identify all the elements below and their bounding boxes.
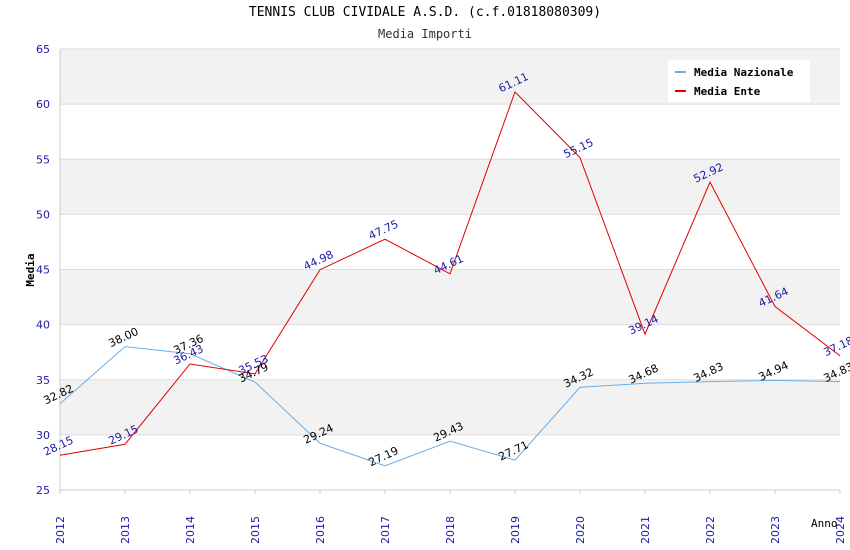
y-tick-label: 55 [36,153,50,166]
y-tick-label: 60 [36,98,50,111]
y-tick-label: 30 [36,429,50,442]
x-tick-label: 2023 [769,516,782,544]
x-tick-label: 2019 [509,516,522,544]
grid-band [60,269,840,325]
series-line [59,346,841,467]
y-tick-label: 40 [36,319,50,332]
chart-subtitle: Media Importi [378,27,472,41]
grid-lines [60,48,840,491]
y-tick-label: 50 [36,208,50,221]
x-tick-label: 2018 [444,516,457,544]
axes [59,49,841,494]
x-tick-label: 2017 [379,516,392,544]
chart-title: TENNIS CLUB CIVIDALE A.S.D. (c.f.0181808… [248,5,602,20]
y-tick-label: 25 [36,484,50,497]
y-tick-label: 35 [36,374,50,387]
grid-band [60,379,840,435]
x-tick-label: 2013 [119,516,132,544]
y-tick-labels: 25 30 35 40 45 50 55 60 65 [36,43,50,497]
series-line [59,90,841,456]
grid-band [60,324,840,380]
x-tick-label: 2024 [834,516,847,544]
legend-box [668,60,810,102]
x-tick-label: 2015 [249,516,262,544]
legend-label: Media Nazionale [694,66,794,79]
x-tick-label: 2020 [574,516,587,544]
x-tick-label: 2014 [184,516,197,544]
legend-label: Media Ente [694,85,761,98]
x-tick-label: 2021 [639,516,652,544]
x-tick-labels: 2012 2013 2014 2015 2016 2017 2018 2019 2020 2021… [54,516,847,544]
x-tick-label: 2012 [54,516,67,544]
legend: Media Nazionale Media Ente [668,60,810,102]
series-lines [59,90,841,467]
x-tick-label: 2022 [704,516,717,544]
grid-band [60,104,840,160]
x-axis-label: Anno [811,517,838,530]
y-tick-label: 45 [36,264,50,277]
x-tick-label: 2016 [314,516,327,544]
y-tick-label: 65 [36,43,50,56]
grid-bands [60,49,840,490]
grid-band [60,214,840,270]
y-axis-label: Media [24,253,37,286]
grid-band [60,434,840,490]
grid-band [60,159,840,215]
